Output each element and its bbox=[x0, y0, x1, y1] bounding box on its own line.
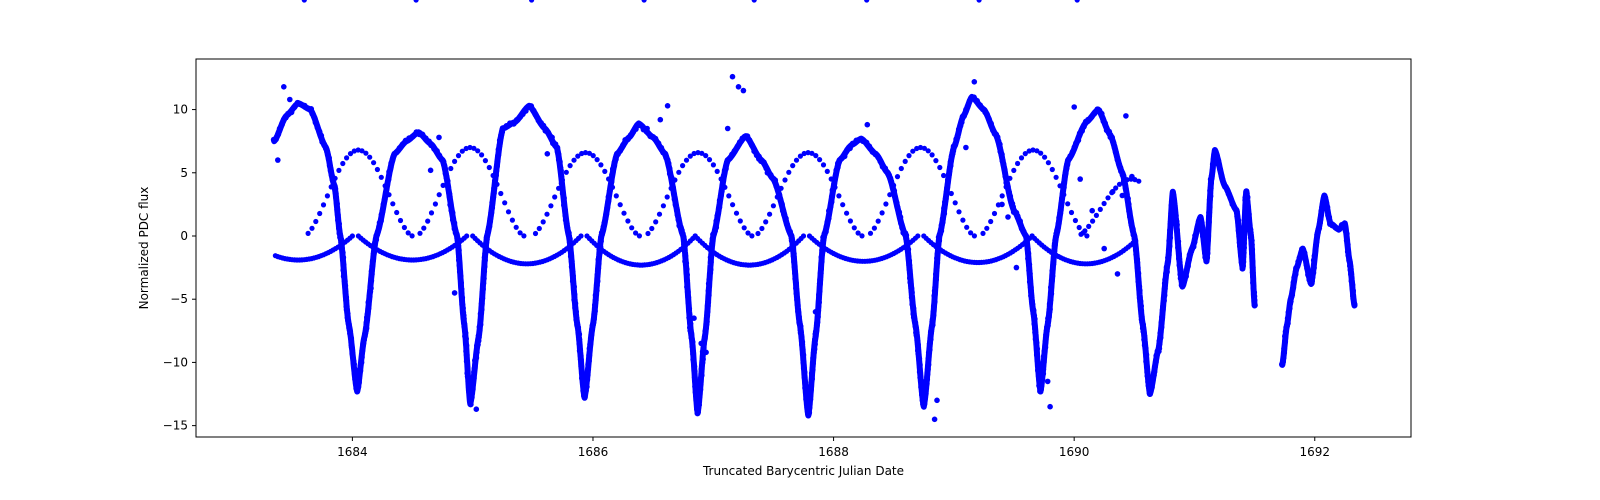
x-tick-label: 1692 bbox=[1299, 445, 1330, 459]
y-tick-label: 0 bbox=[180, 229, 188, 243]
y-tick-label: 10 bbox=[173, 103, 188, 117]
y-axis-ticks: −15 −10 −5 0 5 10 bbox=[163, 103, 196, 433]
x-tick-label: 1688 bbox=[818, 445, 849, 459]
data-points-layer bbox=[270, 0, 1358, 423]
y-tick-label: 5 bbox=[180, 166, 188, 180]
y-tick-label: −15 bbox=[163, 419, 188, 433]
x-axis-ticks: 1684 1686 1688 1690 1692 bbox=[337, 437, 1330, 459]
plot-frame bbox=[195, 58, 1412, 438]
x-tick-label: 1686 bbox=[578, 445, 609, 459]
y-tick-label: −5 bbox=[170, 292, 188, 306]
x-axis-label: Truncated Barycentric Julian Date bbox=[702, 464, 904, 478]
x-tick-label: 1684 bbox=[337, 445, 368, 459]
x-tick-label: 1690 bbox=[1059, 445, 1090, 459]
y-axis-label: Normalized PDC flux bbox=[137, 187, 151, 310]
y-tick-label: −10 bbox=[163, 355, 188, 369]
